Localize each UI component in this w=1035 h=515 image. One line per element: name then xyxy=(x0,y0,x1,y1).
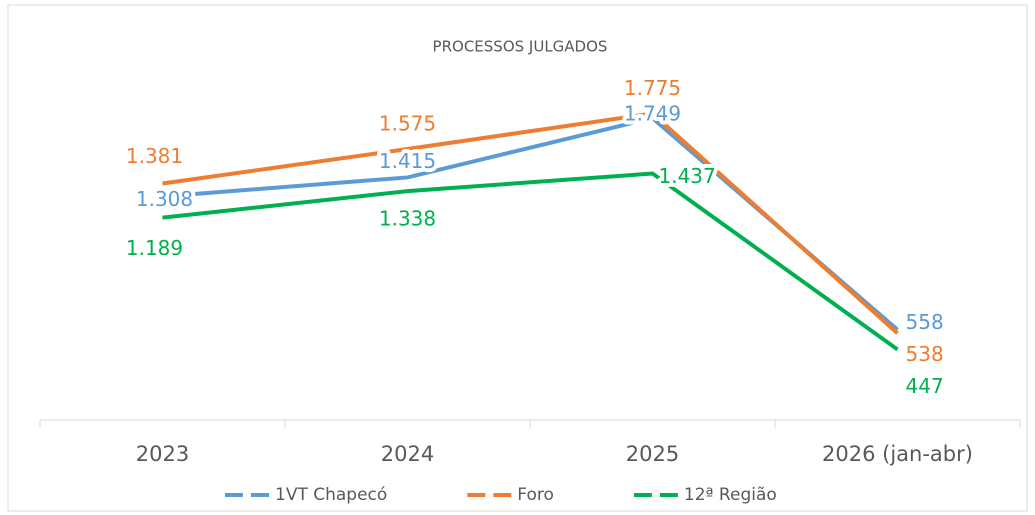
x-tick-label: 2026 (jan-abr) xyxy=(822,442,973,466)
data-label: 1.308 xyxy=(136,187,193,211)
legend-label: 1VT Chapecó xyxy=(275,485,387,505)
legend-label: Foro xyxy=(517,485,554,505)
data-label: 1.775 xyxy=(624,76,681,100)
data-label: 1.338 xyxy=(379,207,436,231)
x-tick-label: 2025 xyxy=(626,442,679,466)
data-label: 558 xyxy=(906,310,944,334)
data-label: 1.189 xyxy=(126,236,183,260)
data-label: 1.415 xyxy=(379,149,436,173)
data-label: 1.437 xyxy=(659,164,716,188)
data-label: 1.381 xyxy=(126,144,183,168)
series-line xyxy=(162,111,899,335)
data-label: 538 xyxy=(906,342,944,366)
x-tick-label: 2023 xyxy=(136,442,189,466)
x-tick-label: 2024 xyxy=(381,442,434,466)
data-label: 1.575 xyxy=(379,112,436,136)
data-label: 447 xyxy=(906,374,944,398)
data-label: 1.749 xyxy=(624,102,681,126)
legend-label: 12ª Região xyxy=(684,485,777,505)
series-line xyxy=(162,171,899,352)
chart-border xyxy=(7,4,1028,512)
chart-title: PROCESSOS JULGADOS xyxy=(433,38,608,56)
